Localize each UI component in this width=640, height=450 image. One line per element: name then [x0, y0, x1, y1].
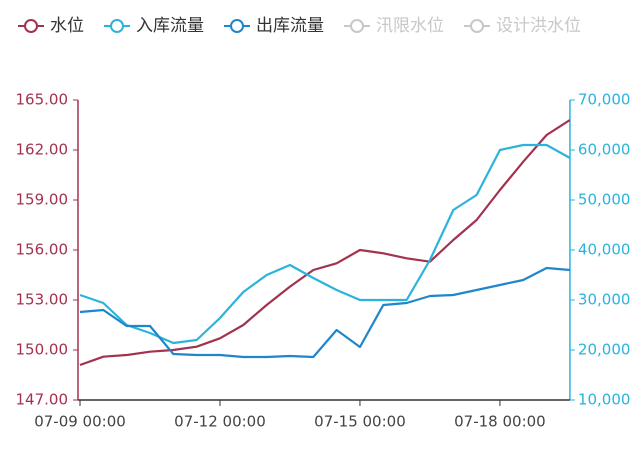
x-tick-label: 07-09 00:00 — [34, 413, 126, 431]
y-tick-label: 147.00 — [16, 391, 69, 409]
series-line — [79, 266, 571, 359]
legend-icon — [350, 19, 364, 33]
legend-icon — [470, 19, 484, 33]
y2-tick-label: 20,000 — [578, 341, 631, 359]
y-tick-label: 150.00 — [16, 341, 69, 359]
y2-tick-label: 70,000 — [578, 91, 631, 109]
legend-icon — [110, 19, 124, 33]
legend-label-hidden[interactable]: 设计洪水位 — [496, 16, 581, 36]
legend-icon — [230, 19, 244, 33]
legend-label[interactable]: 入库流量 — [136, 16, 204, 36]
x-tick-label: 07-18 00:00 — [454, 413, 546, 431]
legend-label-hidden[interactable]: 汛限水位 — [376, 16, 444, 36]
y2-tick-label: 30,000 — [578, 291, 631, 309]
series-line — [79, 119, 571, 367]
series-line — [79, 143, 571, 345]
x-tick-label: 07-12 00:00 — [174, 413, 266, 431]
y2-tick-label: 40,000 — [578, 241, 631, 259]
x-tick-label: 07-15 00:00 — [314, 413, 406, 431]
y-tick-label: 153.00 — [16, 291, 69, 309]
y-tick-label: 165.00 — [16, 91, 69, 109]
y-tick-label: 156.00 — [16, 241, 69, 259]
y-tick-label: 159.00 — [16, 191, 69, 209]
legend-icon — [24, 19, 38, 33]
y-tick-label: 162.00 — [16, 141, 69, 159]
y2-tick-label: 10,000 — [578, 391, 631, 409]
y2-tick-label: 50,000 — [578, 191, 631, 209]
legend-label[interactable]: 出库流量 — [256, 16, 324, 36]
legend-label[interactable]: 水位 — [50, 16, 84, 36]
y2-tick-label: 60,000 — [578, 141, 631, 159]
